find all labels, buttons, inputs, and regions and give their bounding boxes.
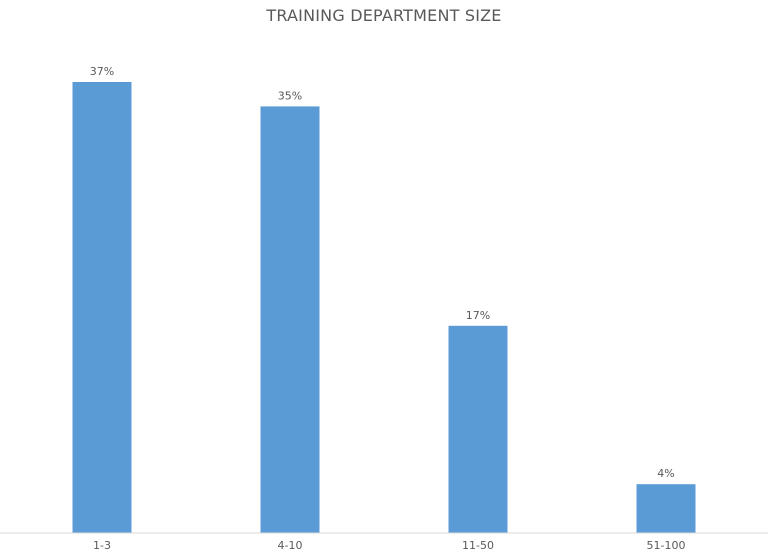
x-tick-label-51-100: 51-100: [647, 539, 686, 552]
data-label-11-50: 17%: [466, 309, 490, 322]
bar-11-50: [448, 325, 508, 533]
x-tick-labels-layer: 1-3 4-10 11-50 51-100: [93, 539, 685, 552]
chart-title: TRAINING DEPARTMENT SIZE: [266, 6, 502, 25]
x-tick-label-4-10: 4-10: [278, 539, 303, 552]
bar-4-10: [260, 106, 320, 534]
x-tick-label-11-50: 11-50: [462, 539, 494, 552]
data-labels-layer: 37% 35% 17% 4%: [90, 65, 675, 480]
bar-1-3: [72, 82, 132, 533]
bar-51-100: [636, 484, 696, 533]
data-label-51-100: 4%: [657, 467, 674, 480]
x-tick-label-1-3: 1-3: [93, 539, 111, 552]
data-label-1-3: 37%: [90, 65, 114, 78]
bars-layer: [72, 82, 696, 534]
data-label-4-10: 35%: [278, 89, 302, 102]
